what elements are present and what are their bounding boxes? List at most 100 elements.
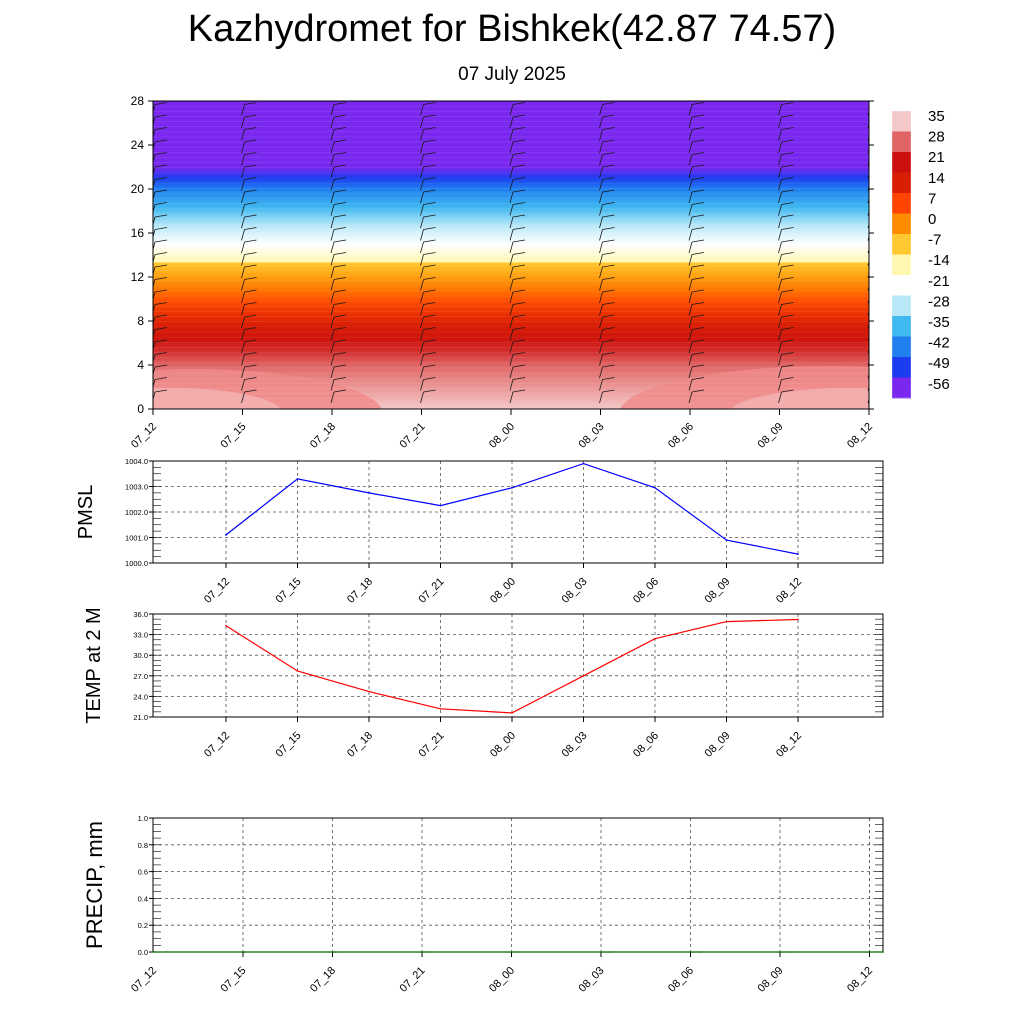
wind-barb-shaft <box>778 254 782 266</box>
wind-barb-shaft <box>330 154 335 166</box>
wind-barb-flag <box>154 314 168 318</box>
wind-barb-shaft <box>241 116 245 129</box>
wind-barb-flag <box>602 152 615 155</box>
wind-barb-shaft <box>778 266 782 279</box>
wind-barb-flag <box>871 178 883 180</box>
data-point <box>582 462 585 465</box>
wind-barb-flag <box>602 202 615 205</box>
wind-barb-flag <box>781 289 794 293</box>
wind-barb-shaft <box>241 366 245 379</box>
wind-barb-flag <box>512 127 526 130</box>
wind-barb-shaft <box>688 304 693 316</box>
colorbar-tick-label: 14 <box>928 170 945 187</box>
wind-barb-flag <box>244 127 257 130</box>
wind-barb-shaft <box>778 379 782 391</box>
wind-barb-flag <box>244 339 257 343</box>
wind-barb-flag <box>244 164 257 168</box>
wind-barb-flag <box>691 127 705 130</box>
wind-barb-shaft <box>688 166 693 179</box>
x-tick-label: 07_12 <box>202 576 232 606</box>
wind-barb-flag <box>512 189 526 193</box>
wind-barb-shaft <box>688 104 693 116</box>
wind-barb-shaft <box>778 304 782 316</box>
wind-barb-shaft <box>599 379 603 391</box>
wind-barb-shaft <box>599 254 603 266</box>
y-tick-label: 1000.0 <box>125 559 148 568</box>
wind-barb-shaft <box>330 316 335 329</box>
colorbar-legend: 35 28 21 14 7 0 -7 -14 -21 -28 -35 -42 -49 -56 <box>891 108 950 399</box>
wind-barb-flag <box>512 202 526 205</box>
wind-barb-flag <box>512 314 526 318</box>
wind-barb-flag <box>781 102 794 105</box>
wind-barb-shaft <box>241 229 245 241</box>
wind-barb-flag <box>781 327 794 330</box>
wind-barb-shaft <box>688 204 693 216</box>
data-point <box>654 486 656 489</box>
wind-barb-flag <box>423 302 436 305</box>
wind-barb-shaft <box>778 329 782 341</box>
wind-barb-shaft <box>241 104 245 116</box>
wind-barb-flag <box>781 389 794 393</box>
wind-barb-shaft <box>509 141 514 154</box>
wind-barb-flag <box>154 377 168 380</box>
pmsl-panel: 1000.0 1001.0 1002.0 1003.0 1004.0 07_12 07_15… <box>75 457 884 606</box>
data-point <box>517 951 519 953</box>
wind-barb-flag <box>602 252 615 255</box>
wind-barb-flag <box>244 377 257 380</box>
wind-barb-flag <box>423 139 436 143</box>
data-point <box>882 951 884 953</box>
wind-barb-shaft <box>330 191 335 204</box>
wind-barb-flag <box>333 227 347 230</box>
wind-barb-shaft <box>599 391 603 404</box>
wind-barb-flag <box>244 227 257 230</box>
wind-barb-shaft <box>241 216 245 229</box>
wind-barb-shaft <box>509 291 514 304</box>
wind-barb-flag <box>602 139 615 143</box>
wind-barb-flag <box>333 214 347 218</box>
wind-barb-flag <box>781 164 794 168</box>
wind-barb-shaft <box>241 154 245 166</box>
wind-barb-shaft <box>688 254 693 266</box>
wind-barb-shaft <box>241 141 245 154</box>
wind-barb-shaft <box>778 316 782 329</box>
y-axis-label: PMSL <box>75 485 97 539</box>
wind-barb-flag <box>691 177 705 180</box>
x-tick-label: 07_18 <box>345 730 375 760</box>
x-tick-label: 07_15 <box>219 965 249 995</box>
colorbar-swatch <box>892 295 911 317</box>
wind-barb-flag <box>423 377 436 380</box>
wind-barb-shaft <box>330 266 335 279</box>
x-tick-label: 08_12 <box>845 965 875 995</box>
wind-barb-shaft <box>599 354 603 366</box>
wind-barb-flag <box>781 314 794 318</box>
wind-barb-flag <box>691 252 705 255</box>
wind-barb-shaft <box>330 291 335 304</box>
wind-barb-flag <box>871 353 883 355</box>
x-tick-label: 08_12 <box>845 421 875 451</box>
wind-barb-shaft <box>241 191 245 204</box>
wind-barb-shaft <box>599 154 603 166</box>
wind-barb-flag <box>691 339 705 343</box>
wind-barb-flag <box>333 352 347 355</box>
wind-barb-flag <box>691 102 705 105</box>
colorbar-tick-label: 0 <box>928 211 936 228</box>
wind-barb-flag <box>244 314 257 318</box>
wind-barb-shaft <box>509 354 514 366</box>
data-point <box>296 670 299 672</box>
wind-barb-flag <box>333 277 347 280</box>
y-tick-label: 4 <box>137 358 144 372</box>
wind-barb-shaft <box>330 329 335 341</box>
wind-barb-flag <box>691 352 705 355</box>
wind-barb-shaft <box>599 304 603 316</box>
wind-barb-flag <box>781 277 794 280</box>
wind-barb-shaft <box>330 241 335 254</box>
wind-barb-flag <box>154 289 168 293</box>
wind-barb-flag <box>512 377 526 380</box>
chart-subtitle: 07 July 2025 <box>458 64 566 85</box>
wind-barb-flag <box>602 102 615 105</box>
x-tick-label: 07_15 <box>219 421 249 451</box>
x-tick-label: 07_15 <box>274 576 304 606</box>
y-tick-label: 0.8 <box>138 841 148 850</box>
wind-barb-flag <box>244 327 257 330</box>
wind-barb-flag <box>423 102 436 105</box>
